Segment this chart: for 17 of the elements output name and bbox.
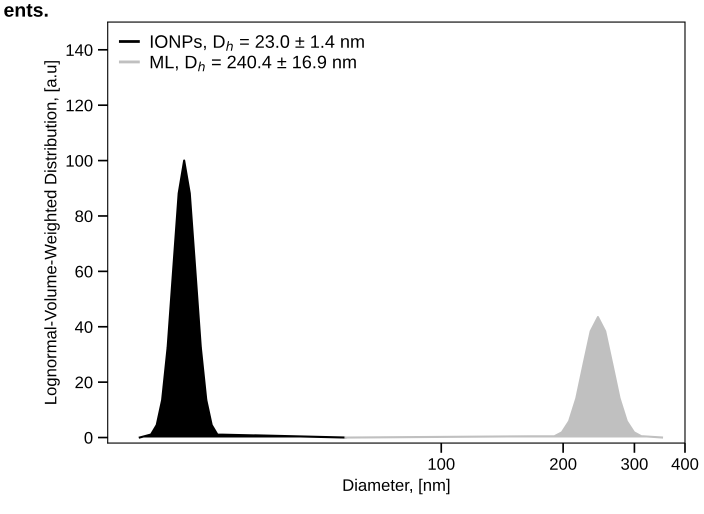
x-tick-label: 100 xyxy=(428,458,455,470)
y-axis-title: Lognormal-Volume-Weighted Distribution, [a.u] xyxy=(44,61,60,404)
x-tick-label: 300 xyxy=(621,458,648,470)
x-tick-label: 200 xyxy=(550,458,576,470)
legend-label: IONPs, D$_{h}$ = 23.0 ± 1.4 nm xyxy=(150,35,364,51)
y-tick-label: 60 xyxy=(75,266,92,278)
legend-label: ML, D$_{h}$ = 240.4 ± 16.9 nm xyxy=(150,56,356,72)
text: ents. xyxy=(4,4,48,17)
x-tick-label: 400 xyxy=(671,458,698,470)
y-tick-label: 20 xyxy=(75,376,92,388)
y-tick-label: 100 xyxy=(66,154,92,167)
x-axis-title: Diameter, [nm] xyxy=(344,478,450,494)
y-tick-label: 40 xyxy=(74,321,92,333)
y-tick-label: 80 xyxy=(75,210,92,222)
y-tick-label: 140 xyxy=(66,44,92,56)
y-tick-label: 0 xyxy=(84,432,92,444)
y-tick-label: 120 xyxy=(66,100,92,112)
